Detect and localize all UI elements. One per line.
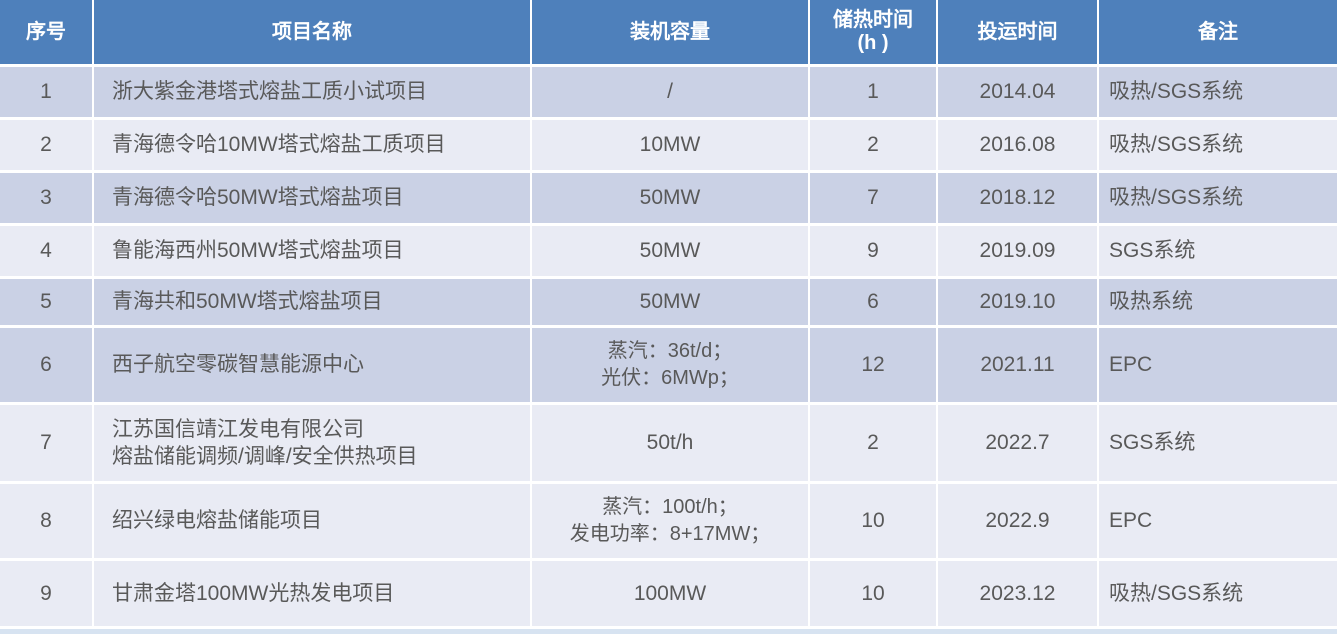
cell-capacity: 10MW bbox=[532, 120, 808, 170]
table-header-row: 序号 项目名称 装机容量 储热时间 (h ) 投运时间 备注 bbox=[0, 0, 1337, 64]
cell-date: 2016.08 bbox=[938, 120, 1097, 170]
cell-note: 吸热/SGS系统 bbox=[1099, 173, 1337, 223]
cell-no: 1 bbox=[0, 67, 92, 117]
cell-capacity: 50MW bbox=[532, 279, 808, 325]
table-row: 7 江苏国信靖江发电有限公司 熔盐储能调频/调峰/安全供热项目 50t/h 2 2022… bbox=[0, 405, 1337, 481]
cell-capacity: 50t/h bbox=[532, 405, 808, 481]
cell-hours: 6 bbox=[810, 279, 936, 325]
cell-note: EPC bbox=[1099, 328, 1337, 402]
cell-no: 2 bbox=[0, 120, 92, 170]
table-row: 1 浙大紫金港塔式熔盐工质小试项目/1 2014.04 吸热/SGS系统 bbox=[0, 67, 1337, 117]
cell-hours: 10 bbox=[810, 484, 936, 558]
column-header-name: 项目名称 bbox=[94, 0, 530, 64]
table-row: 8 绍兴绿电熔盐储能项目 蒸汽：100t/h； 发电功率：8+17MW； 10 2022… bbox=[0, 484, 1337, 558]
cell-capacity: 50MW bbox=[532, 226, 808, 276]
cell-name: 青海共和50MW塔式熔盐项目 bbox=[94, 279, 530, 325]
cell-note: SGS系统 bbox=[1099, 405, 1337, 481]
cell-name: 绍兴绿电熔盐储能项目 bbox=[94, 484, 530, 558]
table-row: 5 青海共和50MW塔式熔盐项目 50MW 6 2019.10 吸热系统 bbox=[0, 279, 1337, 325]
cell-hours: 10 bbox=[810, 561, 936, 626]
cell-no: 4 bbox=[0, 226, 92, 276]
cell-no: 6 bbox=[0, 328, 92, 402]
cell-no: 7 bbox=[0, 405, 92, 481]
column-header-hours: 储热时间 (h ) bbox=[810, 0, 936, 64]
bottom-partial-row bbox=[0, 629, 1337, 634]
column-header-no: 序号 bbox=[0, 0, 92, 64]
cell-hours: 1 bbox=[810, 67, 936, 117]
cell-capacity: / bbox=[532, 67, 808, 117]
cell-date: 2019.09 bbox=[938, 226, 1097, 276]
cell-date: 2014.04 bbox=[938, 67, 1097, 117]
cell-name: 鲁能海西州50MW塔式熔盐项目 bbox=[94, 226, 530, 276]
cell-name: 江苏国信靖江发电有限公司 熔盐储能调频/调峰/安全供热项目 bbox=[94, 405, 530, 481]
column-header-capacity: 装机容量 bbox=[532, 0, 808, 64]
cell-date: 2022.7 bbox=[938, 405, 1097, 481]
cell-no: 3 bbox=[0, 173, 92, 223]
cell-name: 青海德令哈10MW塔式熔盐工质项目 bbox=[94, 120, 530, 170]
cell-name: 浙大紫金港塔式熔盐工质小试项目 bbox=[94, 67, 530, 117]
cell-note: 吸热/SGS系统 bbox=[1099, 120, 1337, 170]
cell-no: 9 bbox=[0, 561, 92, 626]
cell-no: 5 bbox=[0, 279, 92, 325]
column-header-note: 备注 bbox=[1099, 0, 1337, 64]
cell-hours: 7 bbox=[810, 173, 936, 223]
cell-note: 吸热/SGS系统 bbox=[1099, 561, 1337, 626]
table-row: 6 西子航空零碳智慧能源中心 蒸汽：36t/d； 光伏：6MWp； 12 2021.11… bbox=[0, 328, 1337, 402]
cell-hours: 2 bbox=[810, 405, 936, 481]
cell-hours: 9 bbox=[810, 226, 936, 276]
cell-note: SGS系统 bbox=[1099, 226, 1337, 276]
table-body: 1 浙大紫金港塔式熔盐工质小试项目/1 2014.04 吸热/SGS系统 2 青海德令哈1… bbox=[0, 67, 1337, 626]
cell-hours: 12 bbox=[810, 328, 936, 402]
cell-date: 2023.12 bbox=[938, 561, 1097, 626]
column-header-date: 投运时间 bbox=[938, 0, 1097, 64]
cell-capacity: 蒸汽：100t/h； 发电功率：8+17MW； bbox=[532, 484, 808, 558]
cell-hours: 2 bbox=[810, 120, 936, 170]
table-row: 4 鲁能海西州50MW塔式熔盐项目 50MW 9 2019.09 SGS系统 bbox=[0, 226, 1337, 276]
cell-note: 吸热系统 bbox=[1099, 279, 1337, 325]
cell-note: 吸热/SGS系统 bbox=[1099, 67, 1337, 117]
cell-name: 甘肃金塔100MW光热发电项目 bbox=[94, 561, 530, 626]
cell-date: 2018.12 bbox=[938, 173, 1097, 223]
cell-name: 青海德令哈50MW塔式熔盐项目 bbox=[94, 173, 530, 223]
cell-note: EPC bbox=[1099, 484, 1337, 558]
table-row: 3 青海德令哈50MW塔式熔盐项目 50MW 7 2018.12 吸热/SGS系统 bbox=[0, 173, 1337, 223]
cell-name: 西子航空零碳智慧能源中心 bbox=[94, 328, 530, 402]
cell-date: 2021.11 bbox=[938, 328, 1097, 402]
cell-capacity: 50MW bbox=[532, 173, 808, 223]
cell-no: 8 bbox=[0, 484, 92, 558]
table-row: 9 甘肃金塔100MW光热发电项目 100MW 10 2023.12 吸热/SGS系统 bbox=[0, 561, 1337, 626]
cell-date: 2019.10 bbox=[938, 279, 1097, 325]
cell-capacity: 蒸汽：36t/d； 光伏：6MWp； bbox=[532, 328, 808, 402]
table-row: 2 青海德令哈10MW塔式熔盐工质项目 10MW 2 2016.08 吸热/SGS系统 bbox=[0, 120, 1337, 170]
cell-capacity: 100MW bbox=[532, 561, 808, 626]
cell-date: 2022.9 bbox=[938, 484, 1097, 558]
